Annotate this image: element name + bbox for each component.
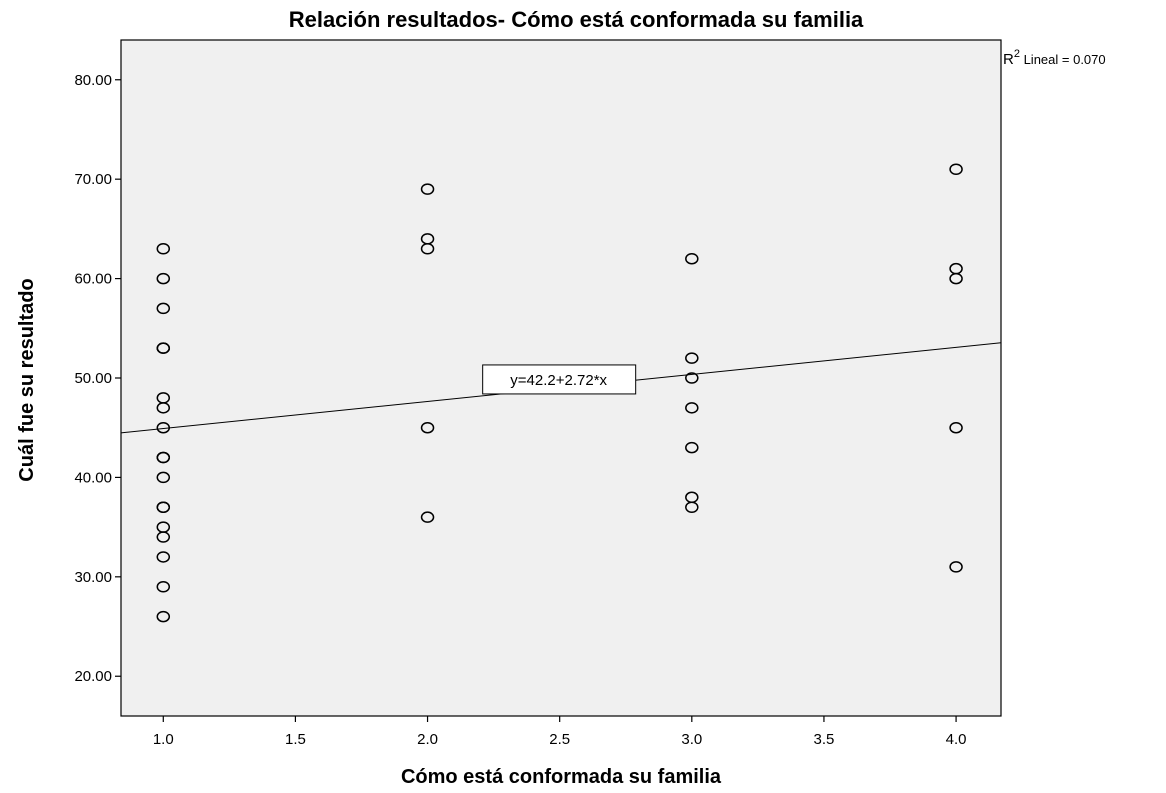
chart-title: Relación resultados- Cómo está conformad… — [289, 7, 864, 32]
x-tick-label: 4.0 — [946, 731, 967, 748]
y-tick-label: 80.00 — [74, 72, 112, 89]
data-point — [685, 441, 699, 454]
y-axis: 20.00 30.00 40.00 50.00 60.00 70.00 80.00 — [74, 72, 121, 685]
y-tick-label: 50.00 — [74, 370, 112, 387]
y-tick-label: 30.00 — [74, 569, 112, 586]
data-point — [949, 272, 963, 285]
data-point — [685, 402, 699, 414]
fit-label-box — [482, 364, 637, 395]
x-tick-label: 3.5 — [814, 731, 835, 748]
x-tick-label: 1.5 — [285, 731, 306, 748]
r2-label: R2 Lineal = 0.070 — [1003, 48, 1106, 68]
data-point — [420, 421, 435, 434]
data-point — [156, 272, 171, 285]
data-points — [156, 163, 963, 623]
x-tick-label: 2.0 — [417, 731, 438, 748]
data-point — [156, 302, 171, 315]
data-point — [685, 252, 699, 265]
data-point — [156, 581, 171, 593]
data-point — [156, 531, 171, 543]
data-point — [156, 501, 171, 513]
fit-equation-label: y=42.2+2.72*x — [510, 372, 607, 389]
fit-line-group: y=42.2+2.72*x — [120, 342, 1002, 434]
data-point — [156, 451, 171, 464]
x-axis-label: Cómo está conformada su familia — [401, 766, 722, 788]
y-tick-label: 20.00 — [74, 668, 112, 685]
data-point — [685, 372, 699, 384]
data-point — [156, 342, 171, 354]
data-point — [949, 421, 963, 434]
data-point — [949, 561, 963, 573]
y-tick-label: 70.00 — [74, 171, 112, 188]
y-tick-label: 60.00 — [74, 271, 112, 288]
data-point — [156, 243, 171, 255]
y-axis-label: Cuál fue su resultado — [16, 278, 38, 481]
x-tick-label: 2.5 — [549, 731, 570, 748]
data-point — [949, 163, 963, 175]
data-point — [420, 243, 435, 255]
data-point — [156, 471, 171, 484]
x-axis: 1.0 1.5 2.0 2.5 3.0 3.5 4.0 — [153, 716, 967, 748]
y-tick-label: 40.00 — [74, 469, 112, 486]
data-point — [156, 551, 171, 563]
x-tick-label: 3.0 — [681, 731, 702, 748]
data-point — [420, 511, 435, 523]
data-point — [156, 402, 171, 414]
data-point — [420, 183, 435, 195]
x-tick-label: 1.0 — [153, 731, 174, 748]
data-point — [685, 352, 699, 364]
data-point — [156, 421, 171, 434]
data-point — [685, 501, 699, 513]
data-point — [156, 610, 171, 623]
